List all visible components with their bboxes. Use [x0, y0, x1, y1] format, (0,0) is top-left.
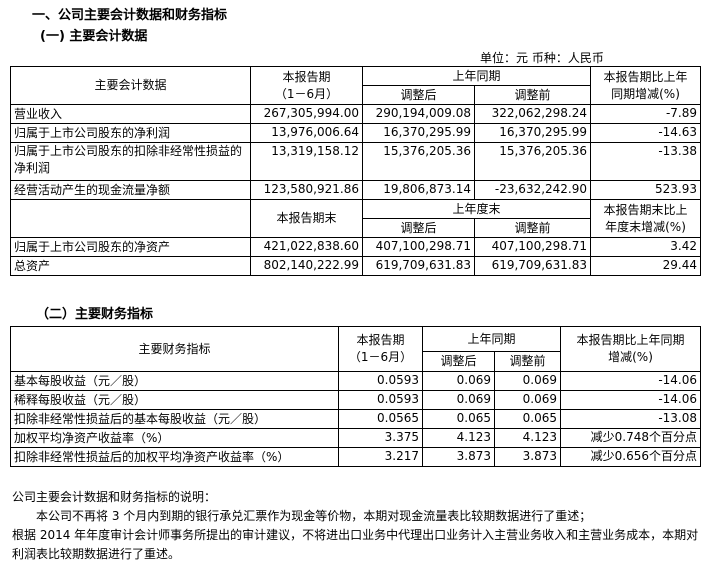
table-row: 经营活动产生的现金流量净额 123,580,921.86 19,806,873.14…: [10, 180, 702, 200]
cell-value: 0.0593: [338, 390, 423, 410]
subsection-heading: （二）主要财务指标: [36, 307, 154, 322]
header-period-end: 本报告期末: [250, 199, 363, 238]
cell-value: 0.069: [493, 390, 562, 410]
table-row: 总资产 802,140,222.99 619,709,631.83 619,709,6…: [10, 256, 702, 276]
cell-value: -14.06: [560, 371, 702, 391]
header-pre-adjust: 调整前: [493, 351, 562, 372]
row-label: 基本每股收益（元／股）: [10, 371, 339, 391]
cell-value: -13.38: [590, 142, 702, 181]
cell-value: 3.42: [590, 237, 702, 257]
row-label: 归属于上市公司股东的扣除非经常性损益的净利润: [10, 142, 251, 181]
cell-value: 619,709,631.83: [362, 256, 475, 276]
cell-value: 4.123: [422, 428, 495, 448]
header-pre-adjust: 调整前: [473, 85, 592, 105]
row-label: 稀释每股收益（元／股）: [10, 390, 339, 410]
cell-value: 407,100,298.71: [362, 237, 475, 257]
header-change: 本报告期比上年同期增减(%): [560, 326, 702, 372]
cell-value: 322,062,298.24: [473, 104, 592, 124]
row-label: 营业收入: [10, 104, 251, 124]
table-row: 基本每股收益（元／股） 0.0593 0.069 0.069 -14.06: [10, 371, 702, 391]
cell-value: 290,194,009.08: [362, 104, 475, 124]
cell-value: 407,100,298.71: [473, 237, 592, 257]
cell-value: 16,370,295.99: [362, 123, 475, 143]
cell-value: 421,022,838.60: [250, 237, 363, 257]
cell-value: -14.63: [590, 123, 702, 143]
cell-value: 0.0565: [338, 409, 423, 429]
header-adjusted: 调整后: [362, 85, 475, 105]
note-paragraph: 本公司不再将 3 个月内到期的银行承兑汇票作为现金等价物，本期对现金流量表比较期…: [12, 509, 592, 523]
table-row: 归属于上市公司股东的净利润 13,976,006.64 16,370,295.99 1…: [10, 123, 702, 143]
cell-value: 0.069: [422, 371, 495, 391]
note-title: 公司主要会计数据和财务指标的说明：: [12, 490, 217, 504]
header-item: 主要财务指标: [10, 326, 339, 372]
header-prev: 上年同期: [421, 326, 562, 352]
cell-value: -13.08: [560, 409, 702, 429]
cell-value: 3.873: [493, 447, 562, 467]
header-current: 本报告期 （1－6月）: [338, 326, 423, 372]
row-label: 总资产: [10, 256, 251, 276]
explanation-note: 公司主要会计数据和财务指标的说明： 本公司不再将 3 个月内到期的银行承兑汇票作…: [12, 488, 702, 564]
cell-value: 0.069: [493, 371, 562, 391]
cell-value: 3.217: [338, 447, 423, 467]
row-label: 扣除非经常性损益后的加权平均净资产收益率（%）: [10, 447, 339, 467]
cell-value: 3.375: [338, 428, 423, 448]
header-item: 主要会计数据: [10, 66, 251, 105]
table-row: 加权平均净资产收益率（%） 3.375 4.123 4.123 减少0.748个百分点: [10, 428, 702, 448]
header-change: 本报告期比上年同期增减(%): [590, 66, 702, 105]
row-label: 加权平均净资产收益率（%）: [10, 428, 339, 448]
table-row: 稀释每股收益（元／股） 0.0593 0.069 0.069 -14.06: [10, 390, 702, 410]
cell-value: 267,305,994.00: [250, 104, 363, 124]
cell-value: 3.873: [422, 447, 495, 467]
cell-value: 4.123: [493, 428, 562, 448]
unit-label: 单位：元 币种：人民币: [480, 51, 604, 65]
cell-value: 619,709,631.83: [473, 256, 592, 276]
header-adjusted: 调整后: [422, 351, 495, 372]
cell-value: 0.0593: [338, 371, 423, 391]
cell-value: -14.06: [560, 390, 702, 410]
cell-value: 802,140,222.99: [250, 256, 363, 276]
cell-value: 123,580,921.86: [250, 180, 363, 200]
cell-value: 0.069: [422, 390, 495, 410]
subsection-heading: (一) 主要会计数据: [40, 29, 148, 44]
cell-value: 19,806,873.14: [362, 180, 475, 200]
cell-value: 减少0.656个百分点: [560, 447, 702, 467]
cell-value: 15,376,205.36: [362, 142, 475, 181]
table-row: 营业收入 267,305,994.00 290,194,009.08 322,062,…: [10, 104, 702, 124]
cell-value: 0.065: [422, 409, 495, 429]
cell-value: 523.93: [590, 180, 702, 200]
row-label: 扣除非经常性损益后的基本每股收益（元／股）: [10, 409, 339, 429]
header-adjusted: 调整后: [362, 218, 475, 238]
table-row: 扣除非经常性损益后的加权平均净资产收益率（%） 3.217 3.873 3.873 减少…: [10, 447, 702, 467]
cell-value: 13,976,006.64: [250, 123, 363, 143]
row-label: 归属于上市公司股东的净利润: [10, 123, 251, 143]
accounting-data-table: 主要会计数据 本报告期 （1－6月） 上年同期 本报告期比上年 同期增减(%) 调整…: [10, 66, 702, 276]
header-prev-year-end: 上年度末: [361, 199, 592, 219]
row-label: 经营活动产生的现金流量净额: [10, 180, 251, 200]
note-paragraph: 根据 2014 年年度审计会计师事务所提出的审计建议，不将进出口业务中代理出口业…: [12, 528, 699, 561]
header-pre-adjust: 调整前: [473, 218, 592, 238]
header-change-end: 本报告期末比上 年度末增减(%): [590, 199, 702, 238]
header-prev: 上年同期: [361, 66, 592, 86]
table-row: 归属于上市公司股东的扣除非经常性损益的净利润 13,319,158.12 15,37…: [10, 142, 702, 181]
cell-value: -23,632,242.90: [473, 180, 592, 200]
cell-value: 29.44: [590, 256, 702, 276]
cell-value: -7.89: [590, 104, 702, 124]
cell-value: 13,319,158.12: [250, 142, 363, 181]
financial-indicators-table: 主要财务指标 本报告期 （1－6月） 上年同期 本报告期比上年同期 增减(%) 调整…: [10, 326, 702, 467]
header-current: 本报告期 （1－6月）: [250, 66, 363, 105]
cell-value: 减少0.748个百分点: [560, 428, 702, 448]
cell-value: 0.065: [493, 409, 562, 429]
cell-value: 16,370,295.99: [473, 123, 592, 143]
table-row: 扣除非经常性损益后的基本每股收益（元／股） 0.0565 0.065 0.065 -13…: [10, 409, 702, 429]
table-row: 归属于上市公司股东的净资产 421,022,838.60 407,100,298.7…: [10, 237, 702, 257]
cell-value: 15,376,205.36: [473, 142, 592, 181]
section-heading: 一、公司主要会计数据和财务指标: [32, 8, 228, 23]
row-label: 归属于上市公司股东的净资产: [10, 237, 251, 257]
